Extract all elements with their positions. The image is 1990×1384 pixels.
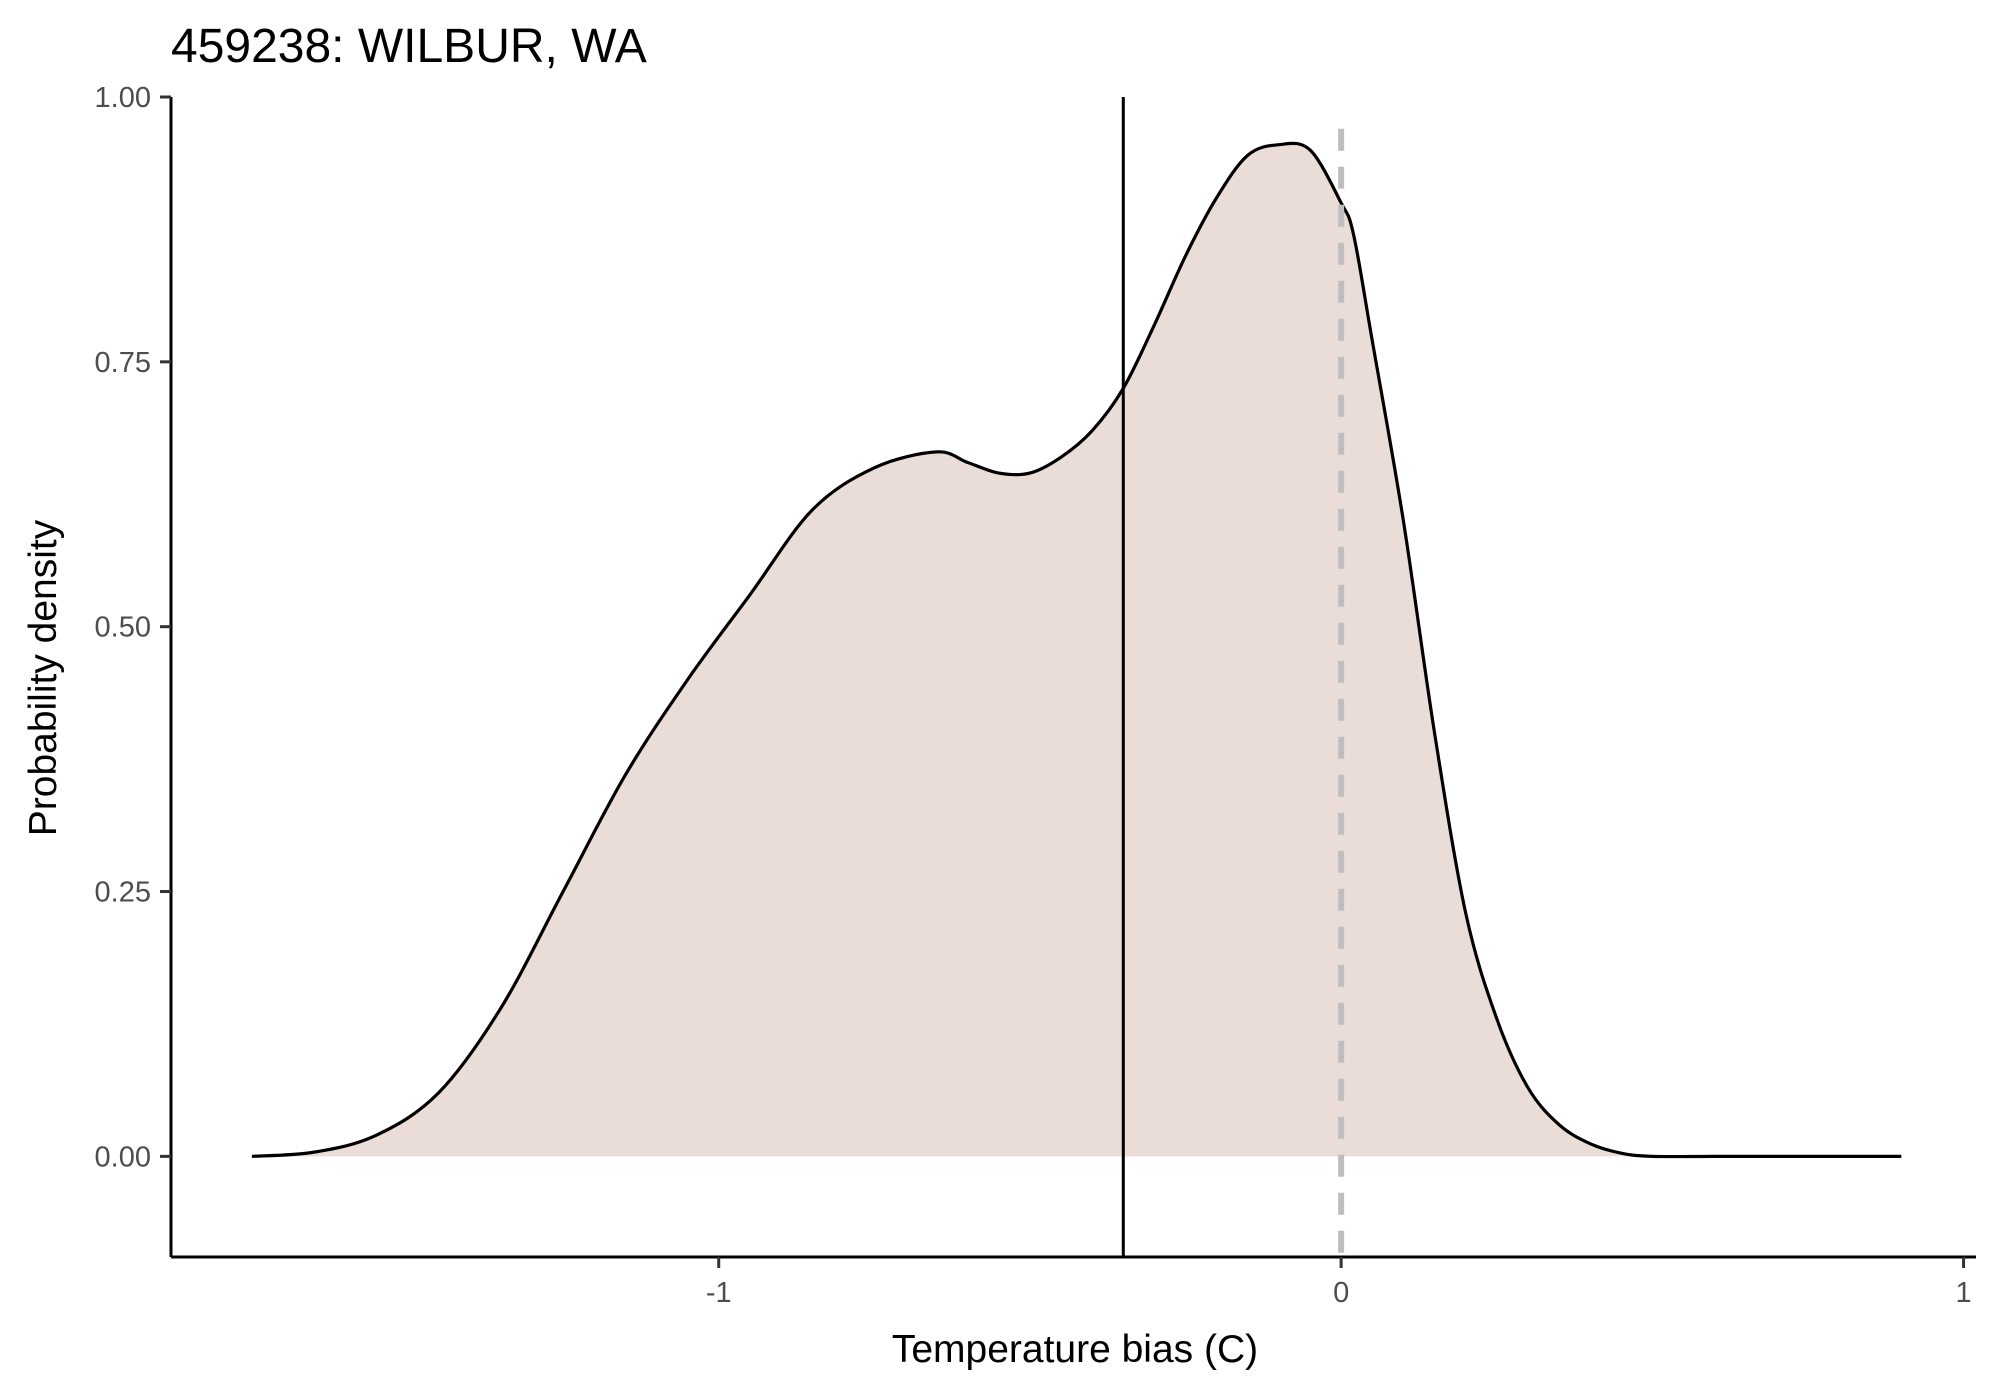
x-axis: -1 0 1	[171, 1255, 1976, 1309]
y-tick-label: 0.75	[95, 347, 151, 379]
y-tick-label: 0.50	[95, 612, 151, 644]
x-tick-label: 1	[1955, 1277, 1971, 1309]
x-tick-label: 0	[1333, 1277, 1349, 1309]
density-curve	[251, 141, 1902, 1159]
y-axis: 0.00 0.25 0.50 0.75 1.00	[95, 82, 173, 1257]
x-axis-title: Temperature bias (C)	[892, 1328, 1258, 1371]
y-tick-label: 0.00	[95, 1141, 151, 1173]
y-tick-label: 0.25	[95, 877, 151, 909]
y-axis-title: Probability density	[22, 519, 65, 836]
y-tick-label: 1.00	[95, 82, 151, 114]
chart-title: 459238: WILBUR, WA	[171, 20, 647, 73]
plot-area	[251, 97, 1902, 1257]
x-tick-label: -1	[706, 1277, 732, 1309]
density-area	[251, 143, 1902, 1157]
